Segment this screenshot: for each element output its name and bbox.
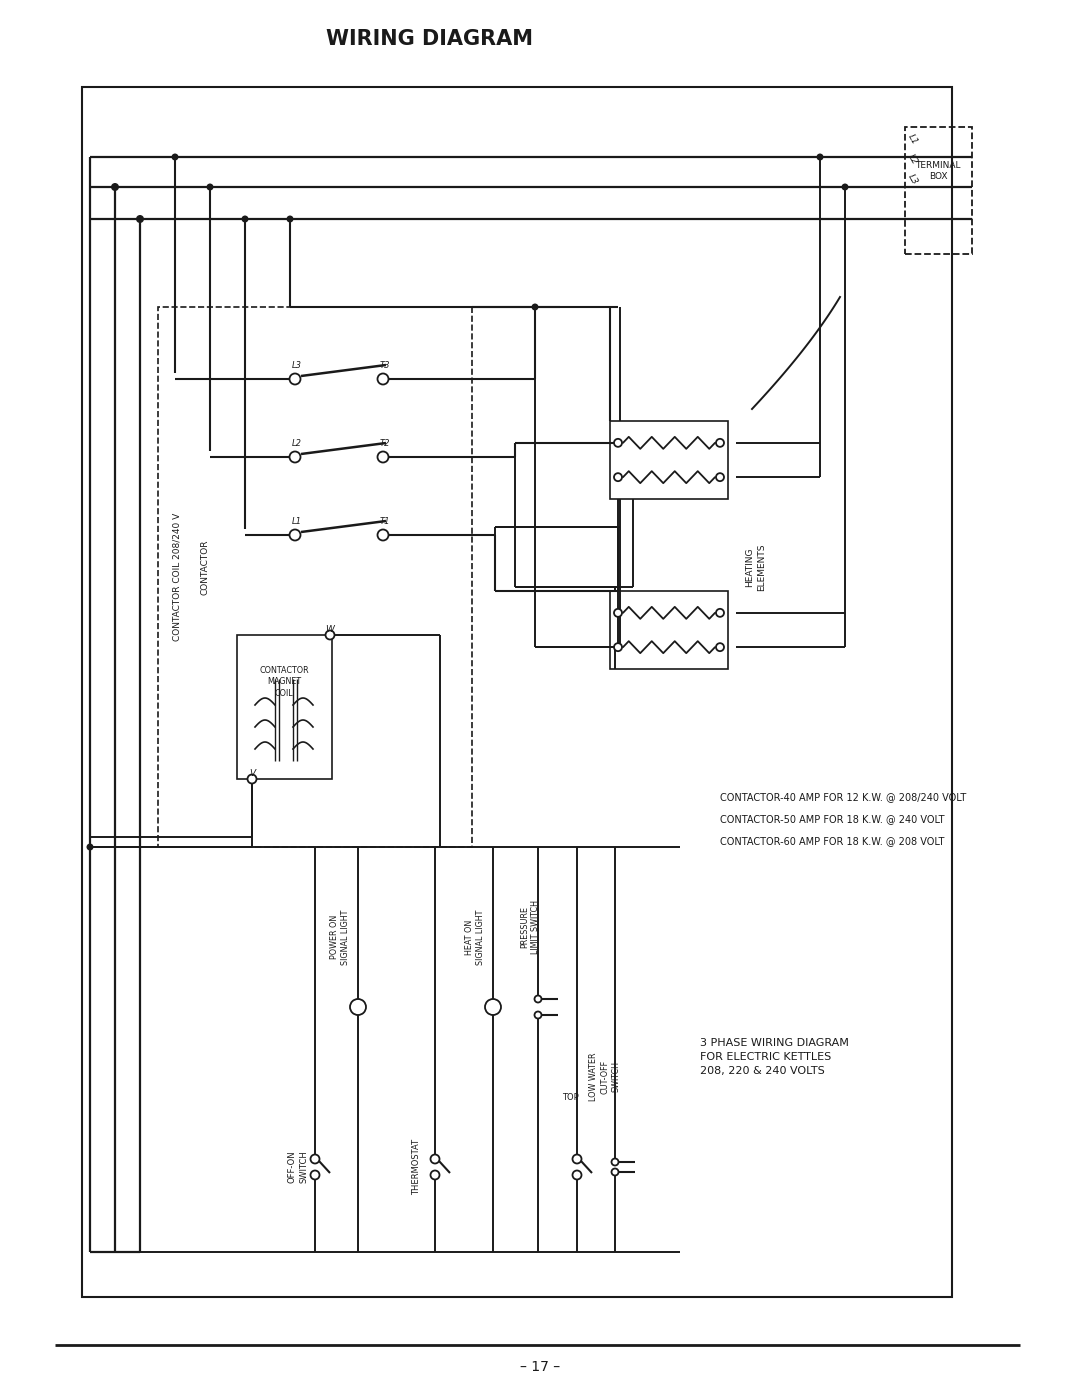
Circle shape xyxy=(841,183,849,190)
Text: T3: T3 xyxy=(380,362,390,370)
Bar xyxy=(905,127,972,254)
Circle shape xyxy=(86,844,94,851)
Text: L2: L2 xyxy=(292,440,302,448)
Circle shape xyxy=(611,1158,619,1165)
Bar xyxy=(158,307,472,847)
Text: LOW WATER
CUT-OFF
SWITCH: LOW WATER CUT-OFF SWITCH xyxy=(590,1053,621,1101)
Circle shape xyxy=(615,643,622,651)
Bar xyxy=(610,591,728,669)
Text: – 17 –: – 17 – xyxy=(519,1361,561,1375)
Circle shape xyxy=(378,373,389,384)
Text: CONTACTOR-60 AMP FOR 18 K.W. @ 208 VOLT: CONTACTOR-60 AMP FOR 18 K.W. @ 208 VOLT xyxy=(720,835,944,847)
Text: CONTACTOR
MAGNET
COIL: CONTACTOR MAGNET COIL xyxy=(259,666,309,697)
Text: CONTACTOR-40 AMP FOR 12 K.W. @ 208/240 VOLT: CONTACTOR-40 AMP FOR 12 K.W. @ 208/240 V… xyxy=(720,792,967,802)
Circle shape xyxy=(535,996,541,1003)
Text: HEAT ON
SIGNAL LIGHT: HEAT ON SIGNAL LIGHT xyxy=(465,909,485,965)
Bar xyxy=(610,420,728,499)
Circle shape xyxy=(311,1171,320,1179)
Circle shape xyxy=(289,373,300,384)
Circle shape xyxy=(716,439,724,447)
Circle shape xyxy=(615,474,622,481)
Text: TERMINAL
BOX: TERMINAL BOX xyxy=(915,161,961,182)
Text: PRESSURE
LIMIT SWITCH: PRESSURE LIMIT SWITCH xyxy=(519,900,540,954)
Bar xyxy=(82,87,951,1296)
Circle shape xyxy=(289,529,300,541)
Circle shape xyxy=(716,609,724,617)
Text: TOP: TOP xyxy=(562,1092,579,1101)
Circle shape xyxy=(485,999,501,1016)
Circle shape xyxy=(172,154,178,161)
Circle shape xyxy=(136,215,144,224)
Circle shape xyxy=(615,609,622,617)
Circle shape xyxy=(431,1154,440,1164)
Text: CONTACTOR COIL 208/240 V: CONTACTOR COIL 208/240 V xyxy=(173,513,181,641)
Circle shape xyxy=(286,215,294,222)
Text: WIRING DIAGRAM: WIRING DIAGRAM xyxy=(326,29,534,49)
Text: OFF-ON
SWITCH: OFF-ON SWITCH xyxy=(288,1151,308,1183)
Circle shape xyxy=(431,1171,440,1179)
Circle shape xyxy=(816,154,824,161)
Circle shape xyxy=(311,1154,320,1164)
Text: L3: L3 xyxy=(292,362,302,370)
Circle shape xyxy=(289,451,300,462)
Circle shape xyxy=(716,474,724,481)
Circle shape xyxy=(111,183,119,191)
Circle shape xyxy=(378,529,389,541)
Text: T1: T1 xyxy=(380,517,390,527)
Circle shape xyxy=(247,774,257,784)
Circle shape xyxy=(535,1011,541,1018)
Circle shape xyxy=(611,1168,619,1175)
Circle shape xyxy=(242,215,248,222)
Text: T2: T2 xyxy=(380,440,390,448)
Circle shape xyxy=(350,999,366,1016)
Circle shape xyxy=(206,183,214,190)
Text: CONTACTOR-50 AMP FOR 18 K.W. @ 240 VOLT: CONTACTOR-50 AMP FOR 18 K.W. @ 240 VOLT xyxy=(720,814,945,824)
Bar xyxy=(237,636,332,780)
Text: L3: L3 xyxy=(906,172,919,186)
Text: POWER ON
SIGNAL LIGHT: POWER ON SIGNAL LIGHT xyxy=(330,909,350,965)
Text: THERMOSTAT: THERMOSTAT xyxy=(413,1139,421,1194)
Circle shape xyxy=(378,451,389,462)
Text: HEATING
ELEMENTS: HEATING ELEMENTS xyxy=(745,543,767,591)
Text: W: W xyxy=(325,626,335,634)
Text: L1: L1 xyxy=(906,133,919,145)
Circle shape xyxy=(325,630,335,640)
Circle shape xyxy=(716,643,724,651)
Circle shape xyxy=(531,303,539,310)
Text: L1: L1 xyxy=(292,517,302,527)
Text: CONTACTOR: CONTACTOR xyxy=(201,539,210,595)
Circle shape xyxy=(572,1171,581,1179)
Text: V: V xyxy=(248,768,255,778)
Circle shape xyxy=(572,1154,581,1164)
Text: L2: L2 xyxy=(906,152,919,166)
Circle shape xyxy=(615,439,622,447)
Text: 3 PHASE WIRING DIAGRAM
FOR ELECTRIC KETTLES
208, 220 & 240 VOLTS: 3 PHASE WIRING DIAGRAM FOR ELECTRIC KETT… xyxy=(700,1038,849,1076)
